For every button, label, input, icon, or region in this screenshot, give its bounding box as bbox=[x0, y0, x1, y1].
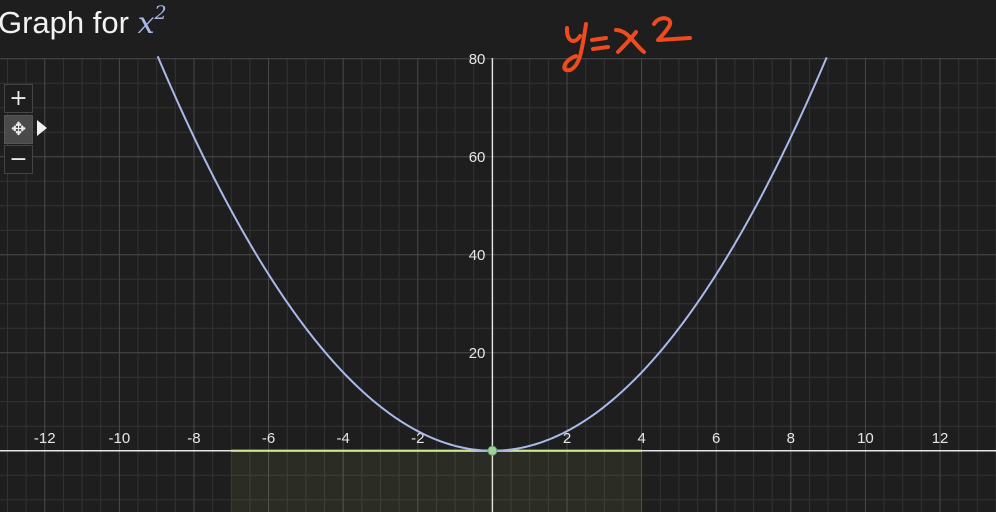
title-exponent: 2 bbox=[154, 2, 167, 24]
x-tick-label: 6 bbox=[712, 430, 720, 447]
y-tick-label: 20 bbox=[469, 345, 486, 362]
annotation-x bbox=[614, 28, 646, 54]
zoom-in-button[interactable]: + bbox=[4, 84, 33, 113]
y-tick-label: 80 bbox=[469, 51, 486, 68]
x-tick-labels: -12 -10 -8 -6 -4 -2 2 4 6 8 10 12 bbox=[34, 430, 948, 447]
annotation-exponent-2 bbox=[652, 16, 692, 42]
point-layer bbox=[487, 445, 498, 456]
y-tick-label: 60 bbox=[469, 149, 486, 166]
y-tick-label: 40 bbox=[469, 247, 486, 264]
x-tick-label: -2 bbox=[411, 430, 424, 447]
x-tick-label: 10 bbox=[857, 430, 874, 447]
grid-major bbox=[0, 58, 996, 512]
x-tick-label: -10 bbox=[109, 430, 131, 447]
x-tick-label: 8 bbox=[787, 430, 795, 447]
x-tick-label: -12 bbox=[34, 430, 56, 447]
highlight-layer bbox=[231, 449, 642, 512]
x-tick-label: 12 bbox=[932, 430, 949, 447]
x-tick-label: -8 bbox=[187, 430, 200, 447]
title-variable: x bbox=[137, 6, 155, 41]
x-tick-label: 4 bbox=[637, 430, 645, 447]
vertex-point bbox=[487, 445, 498, 456]
y-tick-labels: 20 40 60 80 bbox=[469, 51, 486, 362]
page-title: Graph for x2 bbox=[0, 2, 167, 41]
annotation-equals bbox=[590, 36, 610, 51]
x-tick-label: -4 bbox=[337, 430, 350, 447]
pan-move-icon[interactable]: ✥ bbox=[4, 115, 33, 144]
handwritten-annotation bbox=[562, 16, 692, 73]
zoom-out-button[interactable]: − bbox=[4, 145, 33, 174]
expand-arrow-icon[interactable] bbox=[37, 120, 47, 136]
x-tick-label: -6 bbox=[262, 430, 275, 447]
x-tick-label: 2 bbox=[563, 430, 571, 447]
annotation-y bbox=[562, 22, 588, 73]
grid-minor bbox=[0, 58, 996, 512]
title-prefix: Graph for bbox=[0, 5, 138, 40]
highlight-region bbox=[231, 450, 642, 512]
